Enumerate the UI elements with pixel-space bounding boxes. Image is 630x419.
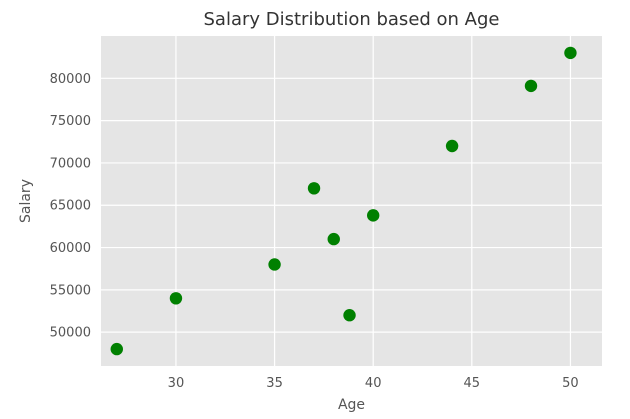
grid-lines: [101, 36, 602, 366]
x-tick-label: 40: [365, 376, 382, 391]
data-point: [307, 182, 321, 195]
data-point: [564, 46, 577, 60]
x-axis-label: Age: [338, 397, 365, 413]
y-tick-label: 50000: [50, 326, 91, 341]
chart-title: Salary Distribution based on Age: [203, 9, 499, 30]
x-tick-label: 45: [464, 376, 481, 391]
data-point: [445, 139, 459, 153]
data-point: [268, 258, 281, 271]
data-point: [366, 209, 380, 222]
y-tick-label: 60000: [50, 241, 91, 256]
y-tick-label: 80000: [50, 72, 91, 87]
data-point: [524, 79, 538, 93]
y-axis-label: Salary: [18, 179, 34, 223]
y-tick-label: 65000: [50, 199, 91, 214]
x-tick-label: 35: [266, 376, 283, 391]
y-tick-label: 75000: [50, 114, 91, 129]
y-tick-label: 70000: [50, 156, 91, 171]
x-tick-label: 50: [562, 376, 579, 391]
data-point: [343, 309, 356, 322]
data-point: [169, 292, 183, 305]
data-point: [110, 342, 123, 356]
x-tick-label: 30: [168, 376, 185, 391]
y-tick-label: 55000: [50, 283, 91, 298]
data-points: [110, 46, 577, 356]
y-tick-labels: 50000 55000 60000 65000 70000 75000 80000: [50, 72, 91, 341]
data-point: [327, 232, 340, 246]
x-tick-labels: 30 35 40 45 50: [168, 376, 579, 391]
